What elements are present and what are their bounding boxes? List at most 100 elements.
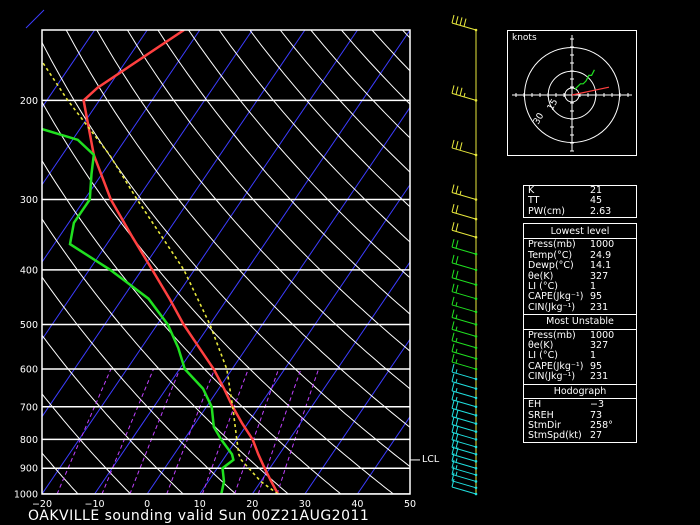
wind-barb-flag [451,343,455,352]
indices-box: K 21 TT 45 PW(cm) 2.63 [523,185,637,219]
stat-key: CIN(Jkg⁻¹) [528,301,576,313]
lcl-label: LCL [422,453,440,465]
wind-barb [451,416,478,433]
isotherm-line [251,261,410,494]
wind-barb-half-flag [455,314,458,319]
wind-barb-flag [455,205,459,214]
wind-barb-flag [451,478,455,488]
hodograph-header: Hodograph [524,383,636,400]
wind-barb-flag [451,373,455,382]
stat-key: CAPE(Jkg⁻¹) [528,360,584,372]
dry-adiabat-line [42,218,289,494]
dry-adiabat-line [126,30,410,352]
isotherm-line [146,106,410,494]
pressure-axis: 200 300 400 500 600 700 800 900 1000 [14,96,38,501]
pressure-tick-label: 400 [20,265,38,276]
wind-barb-half-flag [459,190,462,196]
pressure-tick-label: 800 [20,435,38,446]
wind-barb-half-flag [455,302,458,307]
wind-barb-flag [451,363,455,373]
wind-barb-flag [451,203,455,213]
stat-row: StmSpd(kt) 27 [524,430,636,442]
corner-isotherm-stub [25,9,45,29]
stat-row: K 21 [524,185,636,196]
wind-barb-flag [451,391,455,400]
dry-adiabat-line [42,101,394,494]
stat-row: θe(K) 327 [524,340,636,351]
wind-barb [451,332,478,350]
stat-row: Press(mb) 1000 [524,329,636,341]
wind-barb-half-flag [455,396,458,402]
wind-barb-flag [451,416,455,425]
wind-barb-flag [451,139,455,149]
wind-barb-flag [451,269,455,278]
stat-value: 21 [590,185,603,196]
isotherm-line [42,30,253,341]
wind-barb-flag [455,86,459,95]
wind-barb [451,373,478,390]
wind-barb-flag [455,284,459,294]
dewpoint-profile [42,127,235,494]
stat-row: CAPE(Jkg⁻¹) 95 [524,360,636,372]
stat-key: EH [528,399,542,411]
mixing-ratio-line [166,368,216,494]
wind-barb [451,269,478,287]
stat-value: 14.1 [590,260,612,272]
wind-barb [451,309,478,326]
stat-row: TT 45 [524,195,636,206]
wind-barb-flag [455,223,459,232]
wind-barb [451,363,478,381]
stat-key: LI (°C) [528,350,558,362]
temperature-tick-label: 20 [246,499,258,510]
wind-barb-flag [459,142,463,151]
wind-barb-half-flag [455,378,458,383]
temperature-tick-label: 0 [144,499,150,510]
isotherm-line [304,338,410,494]
dry-adiabat-line [249,30,410,208]
wind-barb [451,85,478,102]
hodograph-panel: 15 30 knots [507,30,637,156]
stat-value: 1000 [590,329,615,341]
stat-value: −3 [590,399,605,411]
wind-barb [451,238,478,256]
wind-barb-flag [455,16,459,25]
wind-barb-flag [455,255,459,265]
wind-barb-flag [451,14,455,24]
wind-barb-half-flag [455,359,458,364]
isotherm-line [42,30,148,186]
wind-barb-half-flag [455,326,458,331]
wind-barb [451,466,478,483]
dry-adiabat-line [218,30,410,243]
stat-key: CAPE(Jkg⁻¹) [528,291,584,303]
profile-curves [42,30,280,494]
pressure-tick-label: 200 [20,96,38,107]
wind-barb-flag [451,254,455,264]
chart-grid [42,30,410,494]
stat-value: 27 [590,430,603,442]
stat-value: 24.9 [590,249,612,261]
wind-barb-flag [455,409,459,418]
stat-value: 1 [590,350,597,362]
temperature-profile [82,30,280,494]
wind-barb-flag [455,425,459,434]
isotherm-line [94,30,410,494]
stat-value: 1000 [590,239,615,251]
wind-barb-shaft [451,486,477,495]
stat-row: LI (°C) 1 [524,281,636,293]
wind-barb [451,203,478,221]
stat-key: LI (°C) [528,281,558,293]
temperature-tick-label: 50 [404,499,416,510]
stat-key: Temp(°C) [528,249,573,261]
pressure-tick-label: 500 [20,320,38,331]
stat-row: Temp(°C) 24.9 [524,249,636,261]
sounding-title: OAKVILLE sounding valid Sun 00Z21AUG2011 [28,508,370,524]
pressure-tick-label: 900 [20,464,38,475]
dry-adiabat-line [310,30,410,139]
mixing-ratio-line [201,368,249,494]
wind-barb-half-flag [455,369,458,374]
pressure-tick-label: 1000 [14,490,38,501]
hodograph-trace [574,69,595,90]
wind-barb-flag [451,85,455,94]
